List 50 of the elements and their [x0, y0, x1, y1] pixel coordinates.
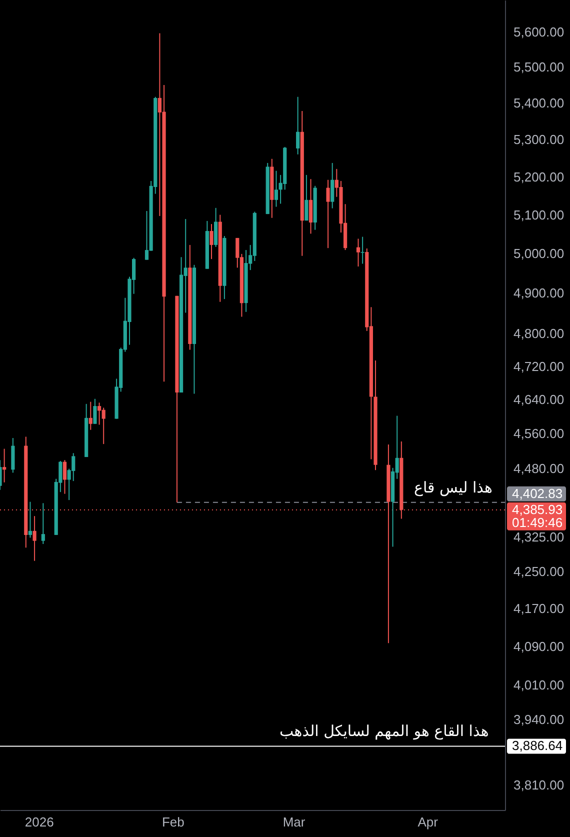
y-tick-label: 5,100.00 [514, 207, 564, 222]
y-tick-label: 4,560.00 [514, 426, 564, 442]
data-label: 4,402.83 [512, 486, 563, 501]
y-tick-label: 4,800.00 [514, 326, 564, 341]
y-tick-label: 4,720.00 [514, 358, 564, 374]
candlestick [210, 224, 214, 260]
candlestick [28, 501, 32, 538]
y-tick-label: 4,640.00 [514, 392, 564, 408]
candlestick [308, 178, 313, 234]
y-tick-label: 4,170.00 [514, 601, 564, 616]
y-tick-label: 4,250.00 [514, 564, 564, 579]
candlestick [11, 438, 15, 474]
candlestick [102, 407, 106, 445]
y-tick-label: 5,300.00 [514, 132, 564, 148]
y-tick-label: 3,810.00 [514, 778, 564, 793]
x-tick-label: Apr [418, 814, 439, 830]
y-tick-label: 3,940.00 [514, 712, 564, 728]
candlestick [214, 207, 218, 248]
y-tick-label: 4,900.00 [514, 286, 564, 301]
candlestick [41, 502, 45, 545]
ref-line-label: 4,385.93 01:49:46 [512, 502, 563, 530]
candlestick [296, 96, 300, 155]
candlestick [330, 162, 334, 209]
candlestick [32, 516, 36, 562]
candlestick [97, 402, 102, 426]
y-tick-label: 4,010.00 [514, 678, 564, 693]
candlestick [93, 398, 97, 424]
candlestick [2, 448, 6, 483]
annotation: هذا القاع هو المهم لسايكل الذهب [280, 722, 489, 740]
candlestick [356, 238, 360, 267]
candlestick [62, 460, 67, 494]
candlestick [304, 174, 308, 222]
y-tick-label: 4,090.00 [514, 638, 564, 654]
candlestick [360, 236, 364, 264]
candlestick [326, 179, 330, 249]
annotation: هذا ليس قاع [414, 478, 492, 496]
y-tick-label: 5,600.00 [514, 24, 564, 40]
y-tick-label: 5,000.00 [514, 246, 564, 262]
y-tick-label: 5,500.00 [514, 60, 564, 75]
x-tick-label: Feb [162, 814, 184, 830]
x-tick-label: Mar [282, 814, 306, 830]
candlestick [72, 452, 76, 482]
candlestick [88, 401, 92, 430]
y-tick-label: 4,480.00 [514, 460, 564, 476]
x-tick-label: 2026 [24, 814, 54, 830]
y-tick-label: 5,400.00 [514, 96, 564, 111]
candlestick [274, 170, 278, 208]
y-tick-label: 5,200.00 [514, 169, 564, 184]
ref-line-label: 3,886.64 [512, 738, 563, 754]
y-tick-label: 4,325.00 [514, 530, 564, 545]
